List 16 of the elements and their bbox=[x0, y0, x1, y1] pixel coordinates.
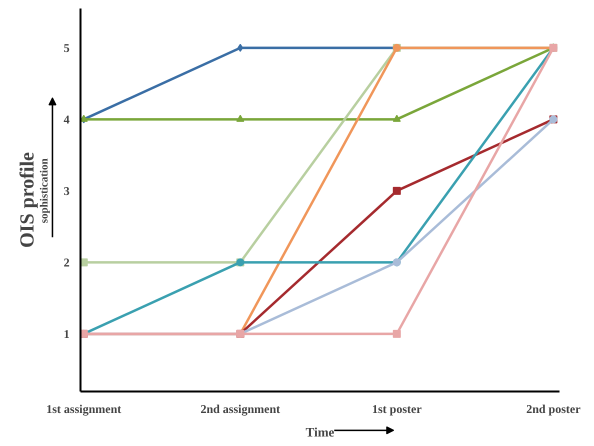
y-tick-label: 1 bbox=[64, 326, 70, 341]
x-tick-label: 2nd assignment bbox=[200, 402, 280, 416]
point bbox=[236, 114, 244, 122]
x-tick-label: 1st poster bbox=[372, 402, 422, 416]
x-axis-title: Time bbox=[306, 424, 335, 440]
y-axis-title: OIS profile bbox=[16, 152, 38, 248]
y-tick-label: 3 bbox=[64, 184, 70, 198]
x-tick-label: 2nd poster bbox=[526, 402, 582, 416]
y-tick-label: 4 bbox=[64, 112, 70, 126]
y-tick-label: 5 bbox=[64, 40, 70, 55]
point bbox=[237, 44, 244, 52]
y-tick-label: 2 bbox=[64, 255, 70, 270]
text: sophistication bbox=[38, 158, 51, 224]
x-tick-label: 1st assignment bbox=[46, 402, 122, 416]
point bbox=[392, 114, 401, 122]
point bbox=[392, 330, 401, 338]
